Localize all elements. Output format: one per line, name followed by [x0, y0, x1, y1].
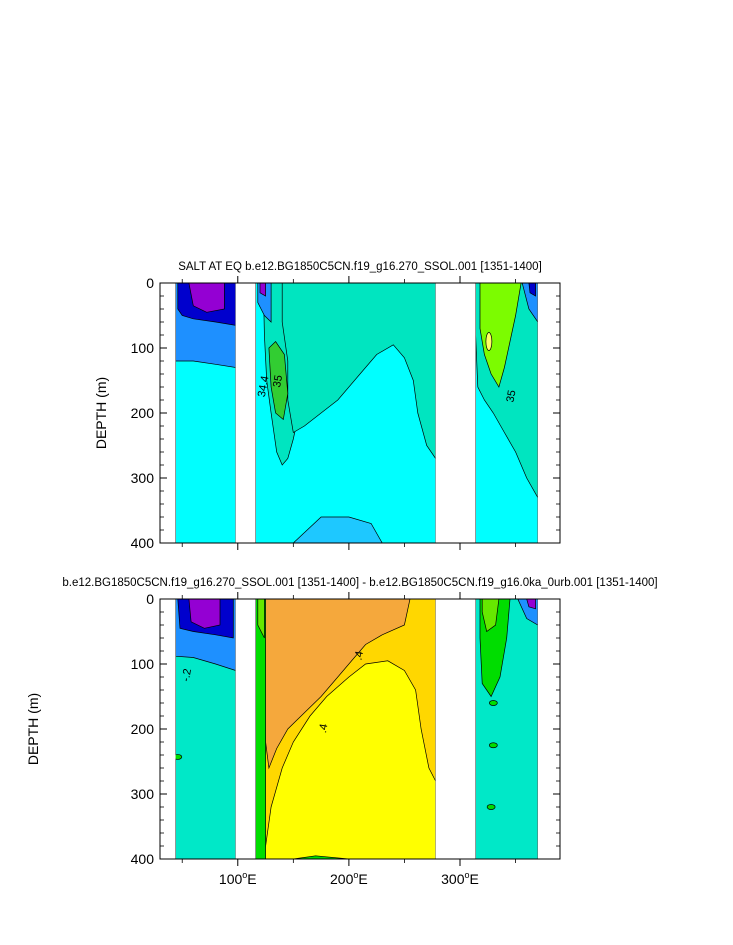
contour-label-1: .4	[353, 650, 366, 661]
region-atlantic-ellipse	[485, 332, 493, 351]
y-axis-label: DEPTH (m)	[25, 693, 41, 765]
contour-ellipse-1	[488, 742, 498, 749]
contour-label-0: 34.4	[256, 375, 272, 398]
region-pacific-west-green	[255, 599, 266, 859]
contour-fill	[160, 283, 560, 543]
region-atlantic-light	[481, 599, 500, 633]
contour-fill	[160, 599, 560, 859]
land-mask-0	[235, 599, 256, 859]
land-mask-1	[435, 283, 476, 543]
land-mask-0	[235, 283, 256, 543]
region-pacific-deep-green	[293, 855, 349, 859]
region-pacific-orange	[264, 599, 411, 770]
y-tick-label: 0	[146, 591, 154, 607]
contour-label-2: 35	[505, 389, 519, 403]
y-tick-label: 400	[131, 851, 155, 867]
y-tick-label: 100	[131, 340, 155, 356]
contour-label-2: .4	[317, 723, 330, 734]
contour-label-1: 35	[271, 374, 285, 388]
region-atlantic-purple	[526, 599, 536, 610]
panel-salt-difference: -.2 .4 .4 b.e12.BG1850C5CN.f19_g16.270_SSOL…	[25, 577, 658, 887]
y-tick-label: 400	[131, 535, 155, 551]
region-atlantic-east-min	[528, 283, 536, 297]
region-pacific-deep	[292, 516, 383, 543]
region-indian-purple	[188, 599, 221, 629]
y-axis-label: DEPTH (m)	[93, 377, 109, 449]
contour-ellipse-0	[488, 700, 498, 706]
contour-label-0: -.2	[180, 668, 194, 683]
chart-title: SALT AT EQ b.e12.BG1850C5CN.f19_g16.270_…	[178, 261, 542, 273]
x-tick-label: 300oE	[441, 870, 479, 887]
y-tick-label: 200	[131, 405, 155, 421]
region-atlantic-max	[479, 283, 522, 388]
contour-ellipse-2	[486, 804, 496, 810]
chart-title: b.e12.BG1850C5CN.f19_g16.270_SSOL.001 [1…	[62, 577, 657, 589]
y-tick-label: 100	[131, 656, 155, 672]
region-pacific-west-light	[257, 599, 265, 639]
land-mask-1	[435, 599, 476, 859]
y-tick-label: 200	[131, 721, 155, 737]
y-tick-label: 300	[131, 470, 155, 486]
y-tick-label: 300	[131, 786, 155, 802]
y-tick-label: 0	[146, 275, 154, 291]
region-pacific-west-min	[259, 283, 266, 297]
x-tick-label: 100oE	[219, 870, 257, 887]
region-indian-min	[188, 283, 225, 313]
region-pacific-high-salt	[268, 340, 289, 421]
x-tick-label: 200oE	[330, 870, 368, 887]
